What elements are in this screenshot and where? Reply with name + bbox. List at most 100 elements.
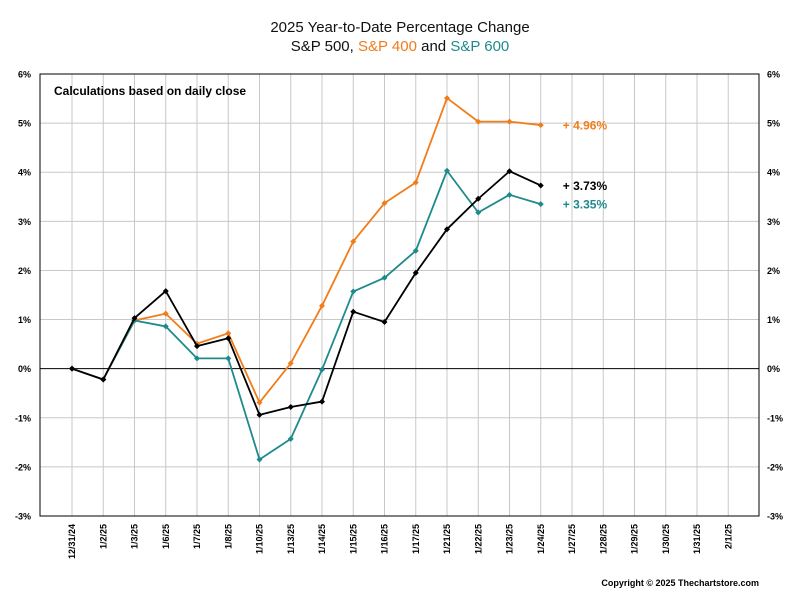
data-point <box>194 355 200 362</box>
y-tick-label-left: 1% <box>18 315 31 325</box>
x-tick-label: 1/10/25 <box>255 524 265 554</box>
data-point <box>162 310 169 317</box>
data-point <box>475 209 482 216</box>
title-separator-1: , <box>349 38 358 55</box>
title-sp400: S&P 400 <box>358 38 417 55</box>
plot-area-border <box>39 73 760 517</box>
data-point <box>225 355 232 362</box>
x-axis-ticks: 12/31/24 1/2/25 1/3/25 1/6/25 1/7/25 1/8/25 1/… <box>67 524 733 559</box>
grid-layer <box>40 73 759 517</box>
x-tick-label: 1/7/25 <box>192 524 202 549</box>
chart-title: 2025 Year-to-Date Percentage Change S&P … <box>0 18 800 57</box>
series-end-label: + 4.96% <box>563 119 608 133</box>
x-tick-label: 1/24/25 <box>536 524 546 554</box>
data-point <box>412 247 419 254</box>
x-tick-label: 1/3/25 <box>130 524 140 549</box>
data-point <box>350 288 357 295</box>
y-tick-label-right: 5% <box>767 119 780 129</box>
data-point <box>537 122 544 129</box>
data-point <box>256 399 263 406</box>
x-tick-label: 1/29/25 <box>630 524 640 554</box>
data-point <box>319 398 325 405</box>
data-point <box>162 288 169 295</box>
title-line-2: S&P 500, S&P 400 and S&P 600 <box>0 37 800 57</box>
y-tick-label-left: 0% <box>18 364 31 374</box>
y-tick-label-right: 6% <box>767 70 780 80</box>
x-tick-label: 1/14/25 <box>317 524 327 554</box>
x-tick-label: 1/8/25 <box>223 524 233 549</box>
x-tick-label: 1/15/25 <box>348 524 358 554</box>
data-point <box>506 118 513 125</box>
data-point <box>256 456 263 463</box>
series-line <box>71 97 541 404</box>
y-tick-label-right: 1% <box>767 315 780 325</box>
data-point <box>162 323 169 330</box>
data-point <box>287 403 294 410</box>
x-tick-label: 1/22/25 <box>473 524 483 554</box>
x-tick-label: 1/23/25 <box>505 524 515 554</box>
y-tick-label-left: 5% <box>18 119 31 129</box>
data-point <box>537 201 544 208</box>
data-point <box>475 195 482 202</box>
title-sp500: S&P 500 <box>290 38 350 55</box>
x-tick-label: 1/2/25 <box>98 524 108 549</box>
y-tick-label-left: -1% <box>15 413 31 423</box>
y-tick-label-right: 4% <box>767 168 780 178</box>
series-line <box>71 170 542 416</box>
y-tick-label-right: 2% <box>767 266 780 276</box>
y-tick-label-left: 3% <box>18 217 31 227</box>
y-tick-label-right: -3% <box>767 512 783 522</box>
data-point <box>225 335 232 342</box>
data-point <box>100 376 107 383</box>
data-point <box>287 360 294 367</box>
title-sp600: S&P 600 <box>450 38 510 55</box>
series-line <box>71 169 542 461</box>
title-separator-2: and <box>416 38 451 55</box>
data-point <box>475 118 482 125</box>
x-tick-label: 1/27/25 <box>567 524 577 554</box>
data-point <box>350 308 357 315</box>
series-layer <box>69 95 544 463</box>
x-tick-label: 1/30/25 <box>661 524 671 554</box>
x-tick-label: 1/28/25 <box>598 524 608 554</box>
copyright-text: Copyright © 2025 Thechartstore.com <box>601 578 759 588</box>
data-point <box>225 330 232 337</box>
data-point <box>381 319 388 326</box>
data-point <box>287 435 294 442</box>
data-point <box>381 274 388 281</box>
data-point <box>444 95 450 102</box>
y-tick-label-left: 2% <box>18 266 31 276</box>
y-tick-label-left: 6% <box>18 70 31 80</box>
data-point <box>256 411 263 418</box>
y-axis-ticks: -3% -3% -2% -2% -1% -1% 0% 0% 1% 1% 2% 2% 3% 3% 4% 4% 5%… <box>15 70 783 522</box>
data-point <box>194 343 200 350</box>
data-point <box>537 182 544 189</box>
series-end-label: + 3.35% <box>563 198 608 212</box>
data-point <box>444 167 450 174</box>
y-tick-label-left: -3% <box>15 512 31 522</box>
end-labels: + 4.96% + 3.35% + 3.73% <box>563 119 608 212</box>
title-line-1: 2025 Year-to-Date Percentage Change <box>270 19 530 36</box>
data-point <box>412 179 419 186</box>
x-tick-label: 1/16/25 <box>380 524 390 554</box>
data-point <box>412 269 419 276</box>
annotation-text: Calculations based on daily close <box>54 84 246 98</box>
data-point <box>319 366 325 373</box>
y-tick-label-right: -1% <box>767 413 783 423</box>
data-point <box>350 238 357 245</box>
series-end-label: + 3.73% <box>563 179 608 193</box>
x-tick-label: 12/31/24 <box>67 524 77 559</box>
data-point <box>69 365 75 372</box>
y-tick-label-right: -2% <box>767 462 783 472</box>
y-tick-label-left: -2% <box>15 462 31 472</box>
data-point <box>506 191 513 198</box>
y-tick-label-left: 4% <box>18 168 31 178</box>
x-tick-label: 2/1/25 <box>723 524 733 549</box>
x-tick-label: 1/21/25 <box>442 524 452 554</box>
data-point <box>381 200 388 207</box>
data-point <box>319 302 325 309</box>
y-tick-label-right: 3% <box>767 217 780 227</box>
y-tick-label-right: 0% <box>767 364 780 374</box>
x-tick-label: 1/6/25 <box>161 524 171 549</box>
